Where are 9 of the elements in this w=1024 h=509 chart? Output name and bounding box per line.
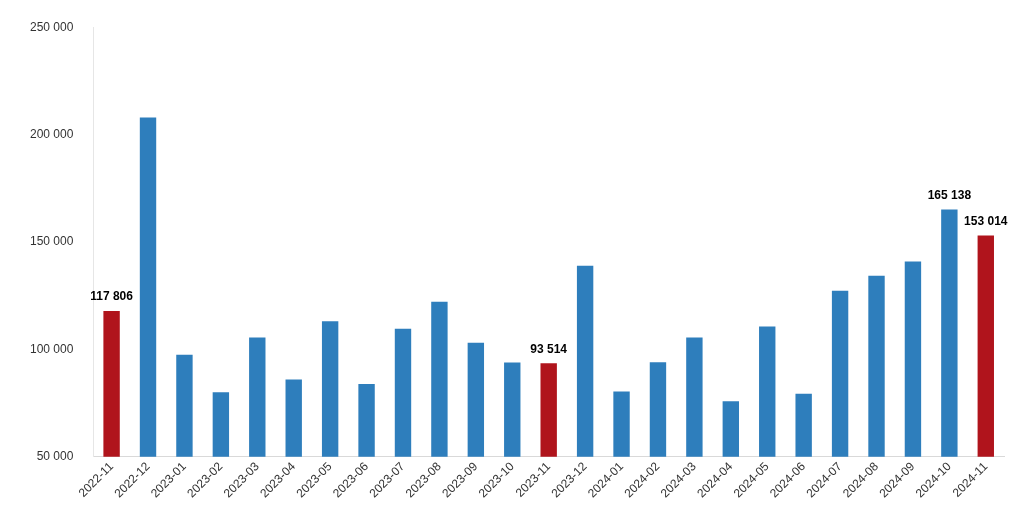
y-tick-label: 50 000 (36, 448, 74, 463)
data-label: 153 014 (964, 213, 1008, 228)
data-label: 117 806 (90, 289, 134, 304)
y-tick-label: 250 000 (29, 19, 74, 34)
data-label: 93 514 (530, 341, 568, 356)
y-tick-label: 200 000 (29, 126, 74, 141)
data-label: 165 138 (927, 187, 972, 202)
y-tick-label: 150 000 (29, 234, 74, 249)
y-tick-label: 100 000 (29, 341, 74, 356)
